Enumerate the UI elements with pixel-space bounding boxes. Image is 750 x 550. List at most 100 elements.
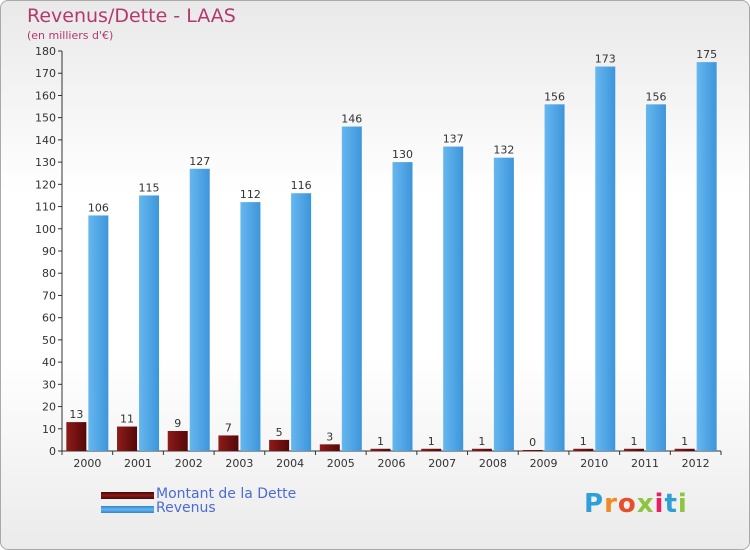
data-label-debt: 1 <box>630 435 637 448</box>
bar-debt <box>522 450 543 451</box>
bar-revenue <box>392 162 413 451</box>
x-tick-label: 2006 <box>378 457 406 470</box>
x-tick-label: 2011 <box>631 457 659 470</box>
y-tick-label: 60 <box>42 312 56 325</box>
bar-revenue <box>544 104 565 451</box>
bar-debt <box>573 448 594 451</box>
bar-debt <box>319 444 340 451</box>
x-tick-label: 2001 <box>124 457 152 470</box>
y-tick-label: 50 <box>42 334 56 347</box>
data-label-debt: 1 <box>478 435 485 448</box>
data-label-debt: 7 <box>225 421 232 434</box>
y-tick-label: 90 <box>42 245 56 258</box>
data-label-debt: 13 <box>69 408 83 421</box>
legend-label-revenue: Revenus <box>156 500 216 516</box>
bar-debt <box>421 448 442 451</box>
bar-revenue <box>189 168 210 451</box>
bar-debt <box>269 439 290 451</box>
bar-revenue <box>595 66 616 452</box>
y-tick-label: 40 <box>42 356 56 369</box>
bar-revenue <box>696 62 717 451</box>
bar-debt <box>471 448 492 451</box>
data-label-debt: 0 <box>529 436 536 449</box>
x-tick-label: 2004 <box>276 457 304 470</box>
x-tick-label: 2003 <box>225 457 253 470</box>
logo-letter: i <box>677 489 688 519</box>
data-label-revenue: 146 <box>341 113 362 126</box>
y-tick-label: 140 <box>35 134 56 147</box>
y-tick-label: 180 <box>35 45 56 58</box>
bar-debt <box>218 435 239 451</box>
data-label-revenue: 137 <box>443 133 464 146</box>
data-label-debt: 11 <box>120 413 134 426</box>
logo-letter: P <box>584 489 605 519</box>
data-label-revenue: 112 <box>240 188 261 201</box>
data-label-revenue: 116 <box>291 179 312 192</box>
bar-debt <box>623 448 644 451</box>
y-tick-label: 110 <box>35 201 56 214</box>
bar-revenue <box>139 195 160 451</box>
y-tick-label: 120 <box>35 178 56 191</box>
bars <box>66 62 717 452</box>
data-label-revenue: 115 <box>139 181 160 194</box>
bar-revenue <box>88 215 109 451</box>
y-tick-label: 150 <box>35 112 56 125</box>
y-tick-label: 20 <box>42 401 56 414</box>
data-label-debt: 1 <box>428 435 435 448</box>
data-label-revenue: 173 <box>595 53 616 66</box>
x-axis: 2000 2001 2002 2003 2004 2005 2006 2007 2008 2009… <box>61 450 722 470</box>
bar-revenue <box>341 126 362 452</box>
bar-revenue <box>645 104 666 451</box>
data-label-revenue: 106 <box>88 201 109 214</box>
data-labels: 1310611115912771125116314611301137113201… <box>69 48 717 449</box>
x-tick-label: 2010 <box>580 457 608 470</box>
y-tick-label: 170 <box>35 67 56 80</box>
chart-subtitle: (en milliers d'€) <box>27 29 114 42</box>
data-label-revenue: 127 <box>189 155 210 168</box>
data-label-debt: 9 <box>174 417 181 430</box>
legend-swatch-debt <box>101 492 154 499</box>
y-tick-label: 130 <box>35 156 56 169</box>
data-label-revenue: 130 <box>392 148 413 161</box>
chart-title: Revenus/Dette - LAAS <box>27 5 236 27</box>
bar-debt <box>167 431 188 451</box>
logo-letter: t <box>664 489 678 519</box>
x-tick-label: 2007 <box>428 457 456 470</box>
x-tick-label: 2012 <box>682 457 710 470</box>
x-tick-label: 2009 <box>530 457 558 470</box>
y-tick-label: 100 <box>35 223 56 236</box>
x-tick-label: 2000 <box>73 457 101 470</box>
logo-letter: x <box>636 489 655 519</box>
x-tick-label: 2005 <box>327 457 355 470</box>
bar-debt <box>117 426 138 451</box>
bar-debt <box>674 448 695 451</box>
data-label-revenue: 156 <box>544 90 565 103</box>
legend-label-debt: Montant de la Dette <box>156 486 297 502</box>
bar-debt <box>370 448 391 451</box>
y-tick-label: 10 <box>42 423 56 436</box>
y-tick-label: 70 <box>42 289 56 302</box>
bar-revenue <box>493 157 514 451</box>
data-label-debt: 1 <box>377 435 384 448</box>
x-tick-label: 2008 <box>479 457 507 470</box>
legend-swatch-revenue <box>101 506 154 513</box>
data-label-debt: 5 <box>276 426 283 439</box>
bar-revenue <box>240 202 261 451</box>
y-tick-label: 80 <box>42 267 56 280</box>
data-label-revenue: 156 <box>645 90 666 103</box>
bar-revenue <box>443 146 464 452</box>
data-label-debt: 3 <box>326 430 333 443</box>
y-axis: 0 10 20 30 40 50 60 70 80 90 100 110 120 130 140 150 160… <box>35 45 63 458</box>
y-tick-label: 30 <box>42 378 56 391</box>
data-label-debt: 1 <box>681 435 688 448</box>
data-label-debt: 1 <box>580 435 587 448</box>
logo-letter: o <box>617 489 637 519</box>
data-label-revenue: 132 <box>493 144 514 157</box>
x-tick-label: 2002 <box>175 457 203 470</box>
data-label-revenue: 175 <box>696 48 717 61</box>
bar-revenue <box>291 193 312 451</box>
bar-debt <box>66 422 87 451</box>
logo-letter: r <box>604 489 618 519</box>
